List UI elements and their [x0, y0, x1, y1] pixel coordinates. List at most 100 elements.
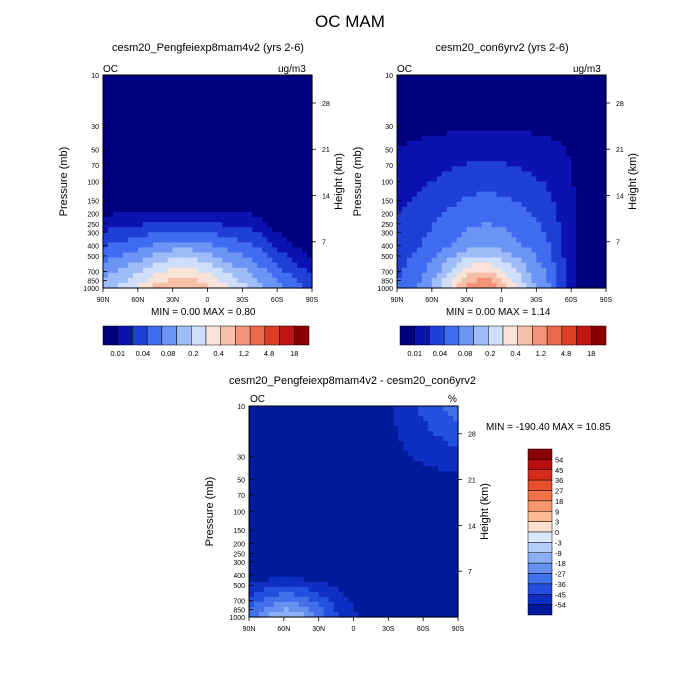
- panel1-cell: [177, 156, 184, 162]
- panel3-cell: [393, 526, 399, 533]
- panel2-cell: [441, 181, 448, 188]
- panel2-cell: [591, 272, 597, 279]
- panel2-cell: [581, 171, 587, 178]
- panel3-cell: [363, 476, 370, 482]
- panel2-cell: [506, 282, 513, 289]
- panel2-cell: [401, 201, 408, 208]
- panel2-cell: [571, 201, 577, 208]
- panel2-cell: [486, 272, 493, 279]
- panel3-cell: [363, 411, 370, 417]
- panel3-cell: [418, 456, 424, 462]
- panel1-cell: [242, 105, 248, 112]
- panel2-cell: [581, 206, 587, 213]
- panel1-cell: [307, 191, 313, 198]
- panel2-cell: [461, 80, 468, 86]
- panel3-cell: [333, 461, 340, 467]
- panel1-cell: [202, 232, 209, 238]
- panel3-cell: [388, 466, 394, 472]
- panel3-cell: [293, 471, 300, 477]
- panel2-cell: [451, 206, 458, 213]
- panel2-cell: [511, 171, 518, 178]
- panel3-cell: [393, 421, 399, 427]
- panel2-cell: [481, 120, 488, 127]
- panel3-cell: [388, 501, 394, 508]
- panel1-cell: [127, 222, 134, 228]
- panel2-cell: [421, 110, 428, 117]
- panel2-cell: [566, 115, 572, 122]
- panel2-cell: [411, 277, 418, 284]
- panel1-cell: [202, 242, 209, 249]
- panel3-cell: [283, 556, 290, 563]
- panel3-cell: [438, 481, 444, 487]
- panel1-colorbar-swatch: [102, 325, 118, 346]
- panel3-cell: [318, 456, 325, 462]
- panel2-cell: [521, 120, 527, 127]
- panel3-cell: [433, 501, 439, 508]
- panel1-cell: [122, 125, 129, 132]
- panel1-cell: [192, 146, 199, 152]
- panel2-cell: [496, 242, 503, 249]
- panel2-cell: [471, 125, 478, 132]
- panel3-cell: [293, 481, 300, 487]
- panel2-cell: [421, 262, 428, 269]
- panel1-cell: [192, 252, 199, 259]
- panel3-cell: [383, 506, 389, 513]
- panel1-cell: [227, 252, 233, 259]
- panel3-cell: [308, 456, 315, 462]
- panel2-cell: [531, 130, 537, 137]
- panel2-cell: [536, 100, 542, 107]
- panel2-cell: [416, 105, 423, 112]
- panel1-cell: [122, 130, 129, 137]
- panel2-cell: [576, 171, 582, 178]
- panel1-cell: [182, 75, 189, 81]
- panel1-cell: [107, 110, 114, 117]
- panel2-cell: [496, 262, 503, 269]
- panel1-cell: [182, 262, 189, 269]
- panel2-cell: [566, 232, 572, 238]
- panel1-cell: [177, 120, 184, 127]
- panel3-cell: [303, 471, 310, 477]
- panel3-cell: [358, 436, 365, 442]
- panel2-cell: [471, 247, 478, 254]
- panel1-cell: [237, 166, 243, 172]
- panel1-cell: [112, 272, 119, 279]
- panel3-cell: [283, 536, 290, 543]
- panel3-cell: [333, 466, 340, 472]
- panel3-cell: [408, 436, 414, 442]
- panel1-cell: [227, 196, 233, 203]
- panel2-cell: [401, 156, 408, 162]
- panel1-cell: [132, 75, 139, 81]
- panel2-cell: [421, 227, 428, 233]
- panel2-cell: [461, 252, 468, 259]
- panel3-cell: [378, 531, 384, 538]
- panel1-cell: [132, 277, 139, 284]
- panel3-cell: [323, 511, 330, 518]
- panel2-cell: [536, 135, 542, 142]
- panel1-cell: [152, 176, 159, 183]
- panel2-cell: [531, 232, 537, 238]
- panel1-cell: [247, 186, 253, 193]
- panel2-cell: [496, 146, 503, 152]
- panel3-cell: [273, 531, 280, 538]
- panel1-cell: [272, 267, 278, 274]
- panel1-cell: [302, 151, 308, 157]
- panel2-cell: [596, 166, 602, 172]
- panel3-cell: [403, 476, 409, 482]
- panel1-cell: [122, 242, 129, 249]
- panel1-cell: [242, 186, 248, 193]
- panel1-cell: [172, 140, 179, 147]
- panel1-cell: [197, 146, 204, 152]
- panel1-cell: [197, 257, 204, 264]
- panel1-cell: [222, 201, 229, 208]
- panel1-cell: [122, 90, 129, 96]
- panel1-cell: [282, 115, 288, 122]
- panel2-cell: [456, 176, 463, 183]
- panel2-cell: [496, 140, 503, 147]
- panel3-cell: [418, 551, 424, 558]
- panel3-cell: [373, 506, 379, 513]
- panel3-cell: [383, 486, 389, 492]
- panel2-cell: [421, 146, 428, 152]
- panel1-cell: [222, 211, 229, 218]
- panel3-cell: [298, 556, 305, 563]
- panel2-cell: [486, 227, 493, 233]
